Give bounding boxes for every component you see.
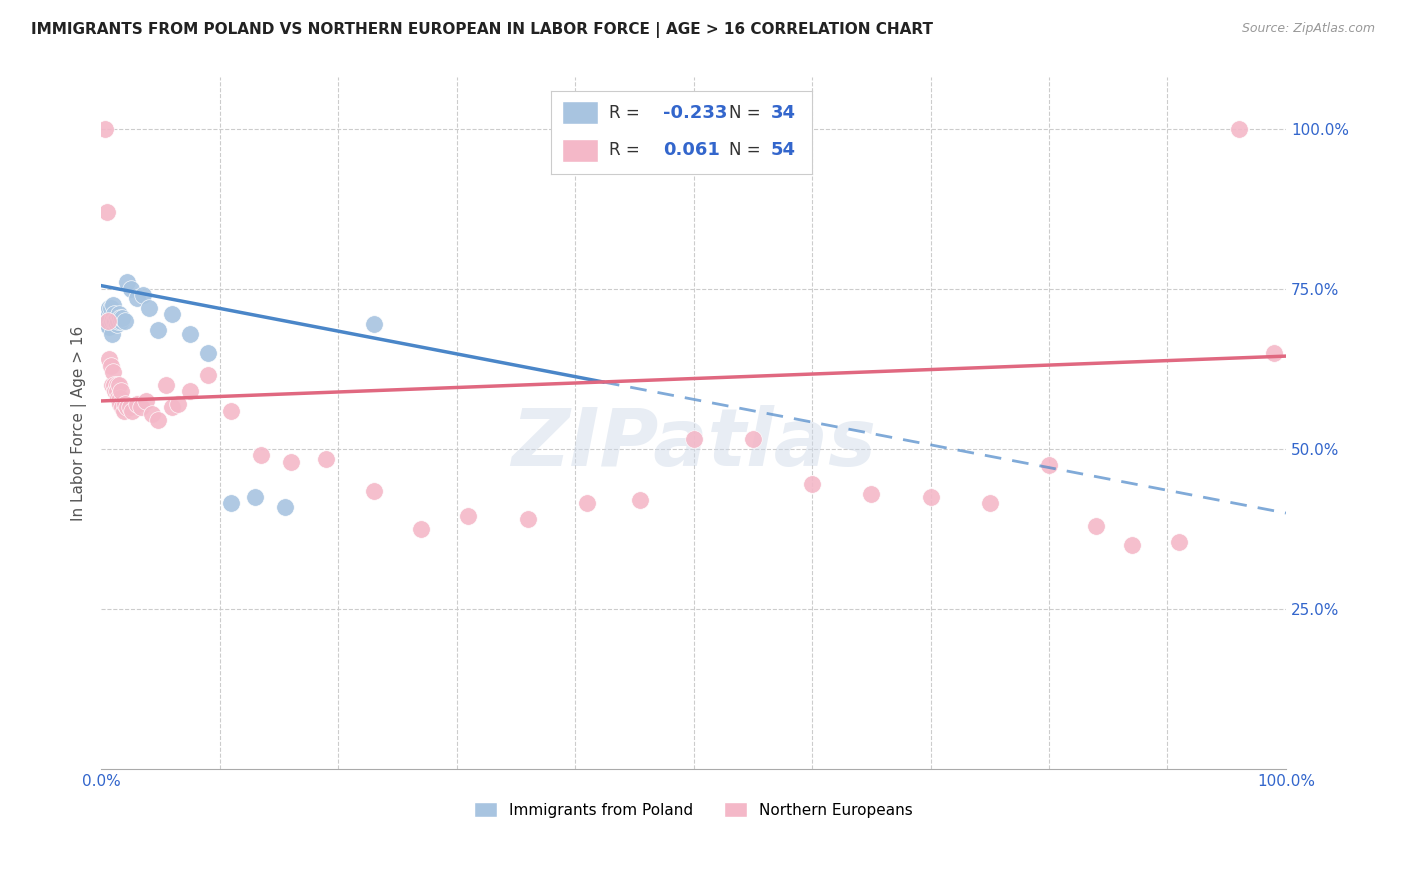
- Point: [108, 391, 131, 405]
- Point: [110, 314, 132, 328]
- Point: [110, 384, 132, 399]
- Point: [104, 314, 127, 328]
- Point: [179, 384, 201, 399]
- Point: [98, 352, 121, 367]
- Point: [1085, 519, 1108, 533]
- Point: [801, 477, 824, 491]
- Point: [160, 308, 183, 322]
- Point: [105, 384, 128, 399]
- Point: [1263, 346, 1285, 360]
- Point: [146, 323, 169, 337]
- Point: [457, 509, 479, 524]
- Point: [103, 378, 125, 392]
- Point: [94, 317, 117, 331]
- Point: [250, 449, 273, 463]
- Point: [114, 314, 136, 328]
- Point: [243, 490, 266, 504]
- Point: [108, 378, 131, 392]
- Point: [93, 121, 115, 136]
- Point: [628, 493, 651, 508]
- Point: [96, 205, 118, 219]
- Point: [280, 455, 302, 469]
- Point: [100, 359, 122, 373]
- Point: [108, 310, 131, 325]
- Point: [197, 346, 219, 360]
- Point: [125, 292, 148, 306]
- Point: [111, 401, 134, 415]
- Point: [108, 308, 131, 322]
- Point: [111, 310, 134, 325]
- Point: [741, 433, 763, 447]
- Point: [101, 310, 124, 325]
- Point: [135, 393, 157, 408]
- Point: [274, 500, 297, 514]
- Point: [96, 304, 118, 318]
- Point: [138, 301, 160, 315]
- Point: [105, 378, 128, 392]
- Point: [98, 301, 121, 315]
- Point: [160, 401, 183, 415]
- Point: [121, 403, 143, 417]
- Point: [197, 368, 219, 383]
- Point: [516, 512, 538, 526]
- Point: [103, 314, 125, 328]
- Point: [101, 326, 124, 341]
- Point: [107, 314, 129, 328]
- Point: [979, 496, 1001, 510]
- Point: [131, 401, 153, 415]
- Y-axis label: In Labor Force | Age > 16: In Labor Force | Age > 16: [72, 326, 87, 521]
- Point: [125, 397, 148, 411]
- Point: [682, 433, 704, 447]
- Point: [409, 522, 432, 536]
- Point: [114, 397, 136, 411]
- Point: [363, 483, 385, 498]
- Point: [120, 282, 142, 296]
- Point: [179, 326, 201, 341]
- Point: [1227, 121, 1250, 136]
- Point: [101, 298, 124, 312]
- Point: [97, 314, 120, 328]
- Point: [141, 407, 163, 421]
- Point: [155, 378, 177, 392]
- Point: [118, 401, 141, 415]
- Point: [105, 317, 128, 331]
- Point: [146, 413, 169, 427]
- Point: [97, 314, 120, 328]
- Point: [363, 317, 385, 331]
- Point: [221, 403, 243, 417]
- Point: [105, 310, 128, 325]
- Point: [98, 320, 121, 334]
- Point: [315, 451, 337, 466]
- Text: ZIPatlas: ZIPatlas: [510, 405, 876, 483]
- Point: [1038, 458, 1060, 472]
- Point: [115, 276, 138, 290]
- Point: [575, 496, 598, 510]
- Text: IMMIGRANTS FROM POLAND VS NORTHERN EUROPEAN IN LABOR FORCE | AGE > 16 CORRELATIO: IMMIGRANTS FROM POLAND VS NORTHERN EUROP…: [31, 22, 934, 38]
- Legend: Immigrants from Poland, Northern Europeans: Immigrants from Poland, Northern Europea…: [468, 796, 920, 824]
- Point: [1121, 538, 1143, 552]
- Point: [108, 397, 131, 411]
- Point: [860, 487, 883, 501]
- Point: [920, 490, 942, 504]
- Point: [107, 391, 129, 405]
- Point: [100, 301, 122, 315]
- Point: [115, 401, 138, 415]
- Point: [1168, 534, 1191, 549]
- Text: Source: ZipAtlas.com: Source: ZipAtlas.com: [1241, 22, 1375, 36]
- Point: [103, 308, 125, 322]
- Point: [131, 288, 153, 302]
- Point: [101, 378, 124, 392]
- Point: [167, 397, 190, 411]
- Point: [101, 314, 124, 328]
- Point: [112, 403, 135, 417]
- Point: [104, 384, 127, 399]
- Point: [221, 496, 243, 510]
- Point: [101, 365, 124, 379]
